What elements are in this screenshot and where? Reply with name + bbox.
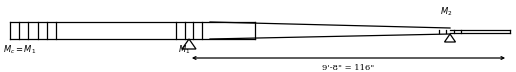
Text: 9'-8" = 116": 9'-8" = 116" (322, 64, 374, 72)
Text: $M_1$: $M_1$ (178, 43, 190, 56)
Text: $M_c = M_1$: $M_c = M_1$ (3, 43, 36, 56)
Text: $M_2$: $M_2$ (440, 5, 453, 18)
